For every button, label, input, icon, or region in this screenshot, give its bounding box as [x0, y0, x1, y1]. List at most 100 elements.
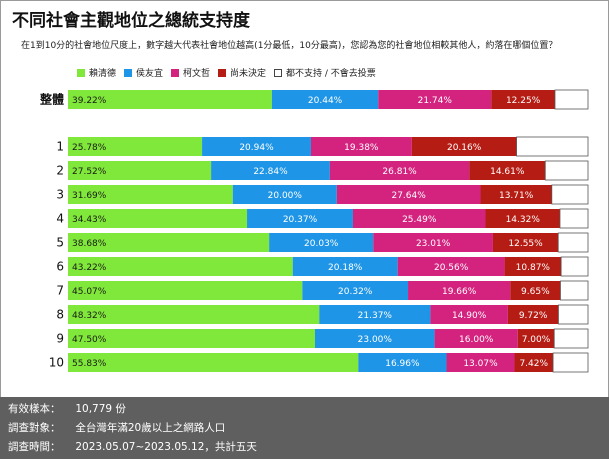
data-label: 13.07% [463, 359, 498, 369]
category-label: 9 [56, 332, 64, 346]
bar-segment [68, 329, 315, 348]
bar-segment [68, 137, 203, 156]
bar-segment [397, 257, 505, 276]
data-label: 7.42% [519, 359, 548, 369]
bar-segment [514, 353, 554, 372]
category-label: 7 [56, 284, 64, 298]
bar-segment [491, 90, 555, 109]
data-label: 45.07% [72, 287, 107, 297]
data-label: 13.71% [499, 191, 534, 201]
stacked-bar-chart: 整體 39.22% 20.44% 21.74% 12.25% 1 25.78% 20.94% 1… [39, 89, 589, 373]
bar-segment [68, 185, 233, 204]
footer-row-sample: 有效樣本： 10,779 份 [8, 401, 126, 416]
bar-segment [492, 233, 559, 252]
legend-item-ko: 柯文哲 [171, 66, 210, 79]
bar-segment [68, 90, 272, 109]
data-label: 27.64% [391, 191, 426, 201]
data-label: 20.32% [338, 287, 373, 297]
data-label: 31.69% [72, 191, 107, 201]
bar-segment [485, 209, 560, 228]
bar-segment [315, 329, 435, 348]
data-label: 12.25% [506, 96, 541, 106]
footer-value: 全台灣年滿20歲以上之網路人口 [75, 422, 226, 434]
legend-swatch [274, 68, 282, 77]
data-label: 19.38% [344, 143, 379, 153]
legend-item-lai: 賴清德 [77, 66, 116, 79]
legend-swatch [218, 68, 226, 77]
data-label: 20.16% [447, 143, 482, 153]
bar-segment [292, 257, 398, 276]
data-label: 20.56% [434, 263, 469, 273]
bar-segment [68, 353, 359, 372]
bar-segment [469, 161, 546, 180]
data-label: 9.72% [519, 311, 548, 321]
survey-footer: 有效樣本： 10,779 份 調查對象： 全台灣年滿20歲以上之網路人口 調查時… [0, 397, 609, 459]
bar-segment [507, 305, 559, 324]
category-label: 10 [49, 356, 64, 370]
bar-segment [434, 329, 518, 348]
bar-segment [302, 281, 409, 300]
legend-swatch [77, 68, 85, 77]
legend-swatch [171, 68, 179, 77]
data-label: 25.78% [72, 143, 107, 153]
data-label: 16.00% [459, 335, 494, 345]
legend-label: 侯友宜 [136, 69, 164, 79]
bar-segment [68, 209, 248, 228]
chart-title: 不同社會主觀地位之總統支持度 [12, 11, 250, 31]
legend-label: 都不支持 / 不會去投票 [286, 69, 376, 79]
data-label: 26.81% [382, 167, 417, 177]
data-label: 19.66% [442, 287, 477, 297]
data-label: 9.65% [521, 287, 550, 297]
bar-segment [202, 137, 311, 156]
bar-segment [510, 281, 561, 300]
legend-item-undecided: 尚未決定 [218, 66, 266, 79]
bar-segment [480, 185, 552, 204]
data-label: 7.00% [522, 335, 551, 345]
footer-label: 調查時間： [8, 441, 61, 453]
data-label: 25.49% [402, 215, 437, 225]
bar-segment [68, 281, 303, 300]
footer-label: 有效樣本： [8, 403, 61, 415]
data-label: 14.61% [490, 167, 525, 177]
bar-segment [271, 90, 379, 109]
bar-segment [558, 304, 589, 325]
legend-label: 賴清德 [89, 69, 117, 79]
bar-segment [544, 160, 589, 181]
data-label: 20.44% [308, 96, 343, 106]
chart-subtitle: 在1到10分的社會地位尺度上，數字越大代表社會地位越高(1分最低，10分最高)，… [21, 41, 558, 51]
bar-segment [378, 90, 492, 109]
bar-segment [446, 353, 515, 372]
bar-segment [358, 353, 447, 372]
footer-row-period: 調查時間： 2023.05.07~2023.05.12，共計五天 [8, 439, 257, 454]
bar-segment [560, 280, 589, 301]
footer-value: 2023.05.07~2023.05.12，共計五天 [75, 441, 257, 453]
bar-segment [68, 161, 212, 180]
data-label: 21.74% [418, 96, 453, 106]
data-label: 34.43% [72, 215, 107, 225]
bar-segment [373, 233, 493, 252]
data-label: 23.00% [358, 335, 393, 345]
bar-segment [551, 184, 589, 205]
bar-segment [68, 233, 270, 252]
data-label: 10.87% [516, 263, 551, 273]
data-label: 20.37% [283, 215, 318, 225]
data-label: 47.50% [72, 335, 107, 345]
bar-segment [411, 137, 517, 156]
category-label: 1 [56, 140, 64, 154]
bar-segment [560, 256, 589, 277]
bar-segment [68, 305, 320, 324]
category-label: 3 [56, 188, 64, 202]
bar-segment [553, 328, 589, 349]
bar-segment [557, 232, 589, 253]
data-label: 38.68% [72, 239, 107, 249]
footer-row-target: 調查對象： 全台灣年滿20歲以上之網路人口 [8, 420, 225, 435]
bar-segment [329, 161, 470, 180]
data-label: 27.52% [72, 167, 107, 177]
bar-segment [336, 185, 481, 204]
data-label: 20.03% [304, 239, 339, 249]
category-label: 4 [56, 212, 64, 226]
legend-item-none: 都不支持 / 不會去投票 [274, 66, 376, 79]
bar-segment [319, 305, 431, 324]
bar-segment [430, 305, 508, 324]
bar-segment [504, 257, 562, 276]
